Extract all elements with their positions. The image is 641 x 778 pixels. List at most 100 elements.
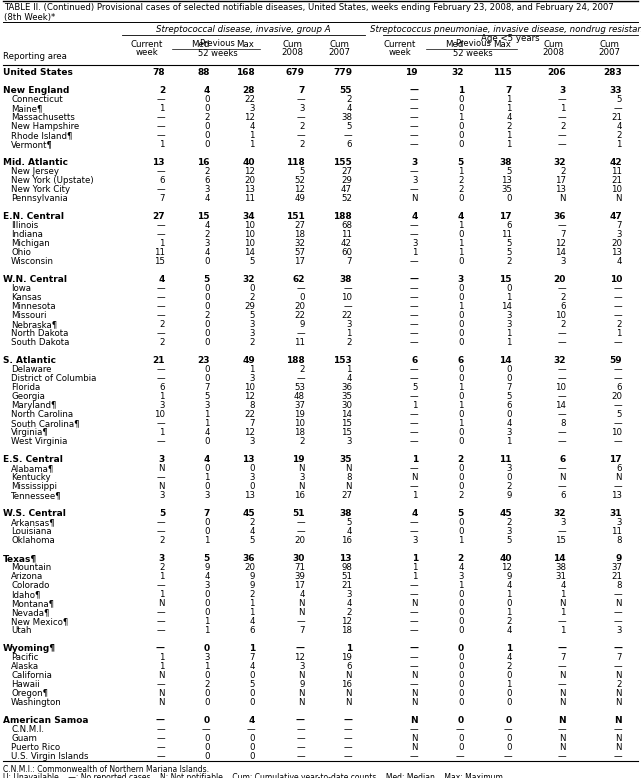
Text: 0: 0 xyxy=(204,95,210,104)
Text: 10: 10 xyxy=(611,185,622,194)
Text: North Carolina: North Carolina xyxy=(11,410,73,419)
Text: 2: 2 xyxy=(249,590,255,599)
Text: —: — xyxy=(410,428,418,437)
Text: 47: 47 xyxy=(609,212,622,221)
Text: N: N xyxy=(560,473,566,482)
Text: 0: 0 xyxy=(458,293,464,302)
Text: —: — xyxy=(613,338,622,347)
Text: 11: 11 xyxy=(611,527,622,536)
Text: —: — xyxy=(558,752,566,761)
Text: —: — xyxy=(410,122,418,131)
Text: 11: 11 xyxy=(501,230,512,239)
Text: 2: 2 xyxy=(560,167,566,176)
Text: 1: 1 xyxy=(160,590,165,599)
Text: 2: 2 xyxy=(249,338,255,347)
Text: 4: 4 xyxy=(506,653,512,662)
Text: 0: 0 xyxy=(204,599,210,608)
Text: —: — xyxy=(156,581,165,590)
Text: 0: 0 xyxy=(204,464,210,473)
Text: 3: 3 xyxy=(249,374,255,383)
Text: 1: 1 xyxy=(458,248,464,257)
Text: —: — xyxy=(156,644,165,653)
Text: 37: 37 xyxy=(294,401,305,410)
Text: 3: 3 xyxy=(413,239,418,248)
Text: Iowa: Iowa xyxy=(11,284,31,293)
Text: 11: 11 xyxy=(341,230,352,239)
Text: 0: 0 xyxy=(204,689,210,698)
Text: 10: 10 xyxy=(244,230,255,239)
Text: —: — xyxy=(558,95,566,104)
Text: —: — xyxy=(410,293,418,302)
Text: Nebraska¶: Nebraska¶ xyxy=(11,320,57,329)
Text: —: — xyxy=(613,752,622,761)
Text: Arkansas¶: Arkansas¶ xyxy=(11,518,56,527)
Text: —: — xyxy=(558,284,566,293)
Text: 19: 19 xyxy=(292,455,305,464)
Text: 37: 37 xyxy=(611,563,622,572)
Text: 0: 0 xyxy=(249,671,255,680)
Text: 16: 16 xyxy=(197,158,210,167)
Text: 14: 14 xyxy=(341,410,352,419)
Text: —: — xyxy=(503,752,512,761)
Text: Washington: Washington xyxy=(11,698,62,707)
Text: —: — xyxy=(410,464,418,473)
Text: 0: 0 xyxy=(458,428,464,437)
Text: 0: 0 xyxy=(458,716,464,725)
Text: 0: 0 xyxy=(458,365,464,374)
Text: 20: 20 xyxy=(554,275,566,284)
Text: 1: 1 xyxy=(560,590,566,599)
Text: 1: 1 xyxy=(160,572,165,581)
Text: —: — xyxy=(296,617,305,626)
Text: 0: 0 xyxy=(458,338,464,347)
Text: 1: 1 xyxy=(249,131,255,140)
Text: —: — xyxy=(156,311,165,320)
Text: —: — xyxy=(344,752,352,761)
Text: Max: Max xyxy=(236,40,254,49)
Text: 0: 0 xyxy=(204,293,210,302)
Text: 3: 3 xyxy=(204,239,210,248)
Text: 20: 20 xyxy=(294,536,305,545)
Text: —: — xyxy=(410,104,418,113)
Text: 1: 1 xyxy=(560,104,566,113)
Text: 1: 1 xyxy=(249,644,255,653)
Text: 1: 1 xyxy=(506,293,512,302)
Text: Utah: Utah xyxy=(11,626,31,635)
Text: 0: 0 xyxy=(458,698,464,707)
Text: 0: 0 xyxy=(506,374,512,383)
Text: 27: 27 xyxy=(341,167,352,176)
Text: —: — xyxy=(455,752,464,761)
Text: Med: Med xyxy=(191,40,209,49)
Text: New York (Upstate): New York (Upstate) xyxy=(11,176,94,185)
Text: 1: 1 xyxy=(506,437,512,446)
Text: 188: 188 xyxy=(287,356,305,365)
Text: Hawaii: Hawaii xyxy=(11,680,40,689)
Text: 9: 9 xyxy=(249,572,255,581)
Text: S. Atlantic: S. Atlantic xyxy=(3,356,56,365)
Text: 27: 27 xyxy=(341,491,352,500)
Text: 1: 1 xyxy=(204,419,210,428)
Text: 1: 1 xyxy=(458,581,464,590)
Text: 0: 0 xyxy=(458,599,464,608)
Text: Idaho¶: Idaho¶ xyxy=(11,590,40,599)
Text: —: — xyxy=(613,662,622,671)
Text: California: California xyxy=(11,671,52,680)
Text: —: — xyxy=(156,734,165,743)
Text: 2: 2 xyxy=(458,176,464,185)
Text: 13: 13 xyxy=(153,158,165,167)
Text: N: N xyxy=(614,716,622,725)
Text: 0: 0 xyxy=(458,122,464,131)
Text: 0: 0 xyxy=(458,743,464,752)
Text: 9: 9 xyxy=(204,563,210,572)
Text: 10: 10 xyxy=(341,293,352,302)
Text: 2: 2 xyxy=(506,122,512,131)
Text: N: N xyxy=(345,482,352,491)
Text: Vermont¶: Vermont¶ xyxy=(11,140,53,149)
Text: —: — xyxy=(156,752,165,761)
Text: 35: 35 xyxy=(340,455,352,464)
Text: —: — xyxy=(410,302,418,311)
Text: 4: 4 xyxy=(204,428,210,437)
Text: 2: 2 xyxy=(347,95,352,104)
Text: Cum: Cum xyxy=(543,40,563,49)
Text: 0: 0 xyxy=(458,473,464,482)
Text: 3: 3 xyxy=(204,653,210,662)
